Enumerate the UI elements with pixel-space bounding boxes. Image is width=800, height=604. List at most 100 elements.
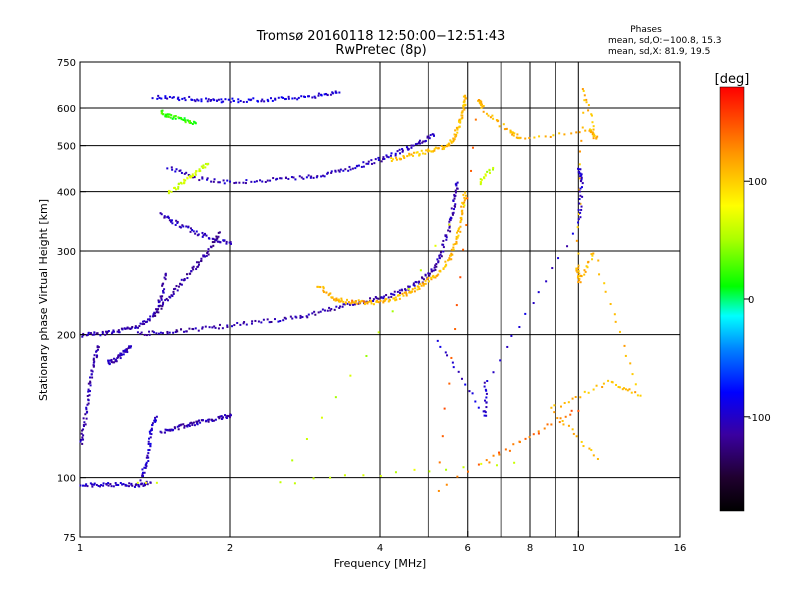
data-point (130, 327, 133, 330)
data-point (636, 394, 639, 397)
data-point (163, 288, 166, 291)
data-point (277, 96, 280, 99)
data-point (146, 318, 149, 321)
data-point (151, 97, 154, 100)
data-point (124, 484, 127, 487)
data-point (200, 100, 203, 103)
data-point (367, 160, 370, 163)
data-point (186, 277, 189, 280)
data-point (260, 100, 263, 103)
data-point (546, 423, 549, 426)
data-point (420, 284, 423, 287)
data-point (453, 197, 456, 200)
data-point (492, 454, 495, 457)
data-point (214, 326, 217, 329)
data-point (416, 142, 419, 145)
data-point (344, 302, 347, 305)
data-point (581, 182, 584, 185)
data-point (578, 190, 581, 193)
data-point (189, 230, 192, 233)
data-point (122, 350, 125, 353)
data-point (419, 142, 422, 145)
data-point (143, 320, 146, 323)
data-point (262, 318, 265, 321)
data-point (174, 331, 177, 334)
data-point (438, 461, 441, 464)
data-point (465, 194, 468, 197)
data-point (153, 419, 156, 422)
data-point (87, 382, 90, 385)
data-point (119, 481, 122, 484)
data-point (183, 330, 186, 333)
data-point (578, 279, 581, 282)
data-point (82, 417, 85, 420)
data-point (91, 333, 94, 336)
data-point (89, 376, 92, 379)
data-point (439, 253, 442, 256)
data-point (147, 456, 150, 459)
data-point (347, 169, 350, 172)
data-point (463, 196, 466, 199)
data-point (577, 167, 580, 170)
data-point (83, 421, 86, 424)
data-point (117, 354, 120, 357)
data-point (117, 355, 120, 358)
data-point (143, 333, 146, 336)
data-point (454, 205, 457, 208)
data-point (577, 221, 580, 224)
data-point (207, 248, 210, 251)
data-point (326, 94, 329, 97)
data-point (442, 267, 445, 270)
data-point (266, 318, 269, 321)
data-point (440, 145, 443, 148)
data-point (577, 270, 580, 273)
data-point (341, 305, 344, 308)
data-point (448, 257, 451, 260)
data-point (192, 265, 195, 268)
data-point (183, 117, 186, 120)
data-point (413, 284, 416, 287)
data-point (155, 415, 158, 418)
data-point (420, 149, 423, 152)
data-point (580, 440, 583, 443)
data-point (91, 485, 94, 488)
data-point (182, 225, 185, 228)
data-point (112, 330, 115, 333)
data-point (332, 298, 335, 301)
data-point (374, 295, 377, 298)
data-point (449, 254, 452, 257)
data-point (229, 241, 232, 244)
data-point (125, 484, 128, 487)
data-point (518, 326, 521, 329)
data-point (242, 322, 245, 325)
data-point (454, 189, 457, 192)
data-point (109, 483, 112, 486)
data-point (226, 325, 229, 328)
data-point (167, 192, 170, 195)
data-point (614, 320, 617, 323)
data-point (582, 90, 585, 93)
data-point (465, 224, 468, 227)
data-point (454, 191, 457, 194)
data-point (577, 252, 580, 255)
data-point (362, 161, 365, 164)
data-point (415, 151, 418, 154)
data-point (196, 98, 199, 101)
data-point (115, 360, 118, 363)
data-point (433, 266, 436, 269)
data-point (80, 432, 83, 435)
data-point (444, 351, 447, 354)
data-point (176, 221, 179, 224)
data-point (200, 165, 203, 168)
data-point (127, 347, 130, 350)
data-point (587, 109, 590, 112)
data-point (169, 116, 172, 119)
data-point (218, 231, 221, 234)
data-point (373, 162, 376, 165)
data-point (442, 146, 445, 149)
data-point (101, 330, 104, 333)
data-point (102, 482, 105, 485)
data-point (424, 139, 427, 142)
data-point (430, 150, 433, 153)
data-point (113, 361, 116, 364)
